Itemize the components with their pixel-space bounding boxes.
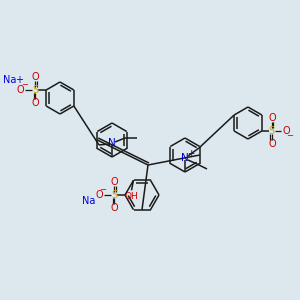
Text: O: O — [110, 203, 118, 213]
Text: +: + — [187, 148, 195, 158]
Text: O: O — [268, 139, 276, 149]
Text: S: S — [32, 85, 38, 95]
Text: O: O — [282, 126, 290, 136]
Text: OH: OH — [124, 192, 138, 201]
Text: N: N — [181, 153, 189, 163]
Text: O: O — [95, 190, 103, 200]
Text: +: + — [15, 75, 23, 85]
Text: S: S — [111, 190, 117, 200]
Text: O: O — [110, 177, 118, 187]
Text: O: O — [16, 85, 24, 95]
Text: −: − — [100, 185, 106, 194]
Text: N: N — [108, 138, 116, 148]
Text: −: − — [286, 131, 293, 140]
Text: −: − — [21, 80, 28, 89]
Text: O: O — [31, 72, 39, 82]
Text: S: S — [269, 126, 275, 136]
Text: Na: Na — [4, 75, 17, 85]
Text: O: O — [268, 113, 276, 123]
Text: Na: Na — [82, 196, 96, 206]
Text: O: O — [31, 98, 39, 108]
